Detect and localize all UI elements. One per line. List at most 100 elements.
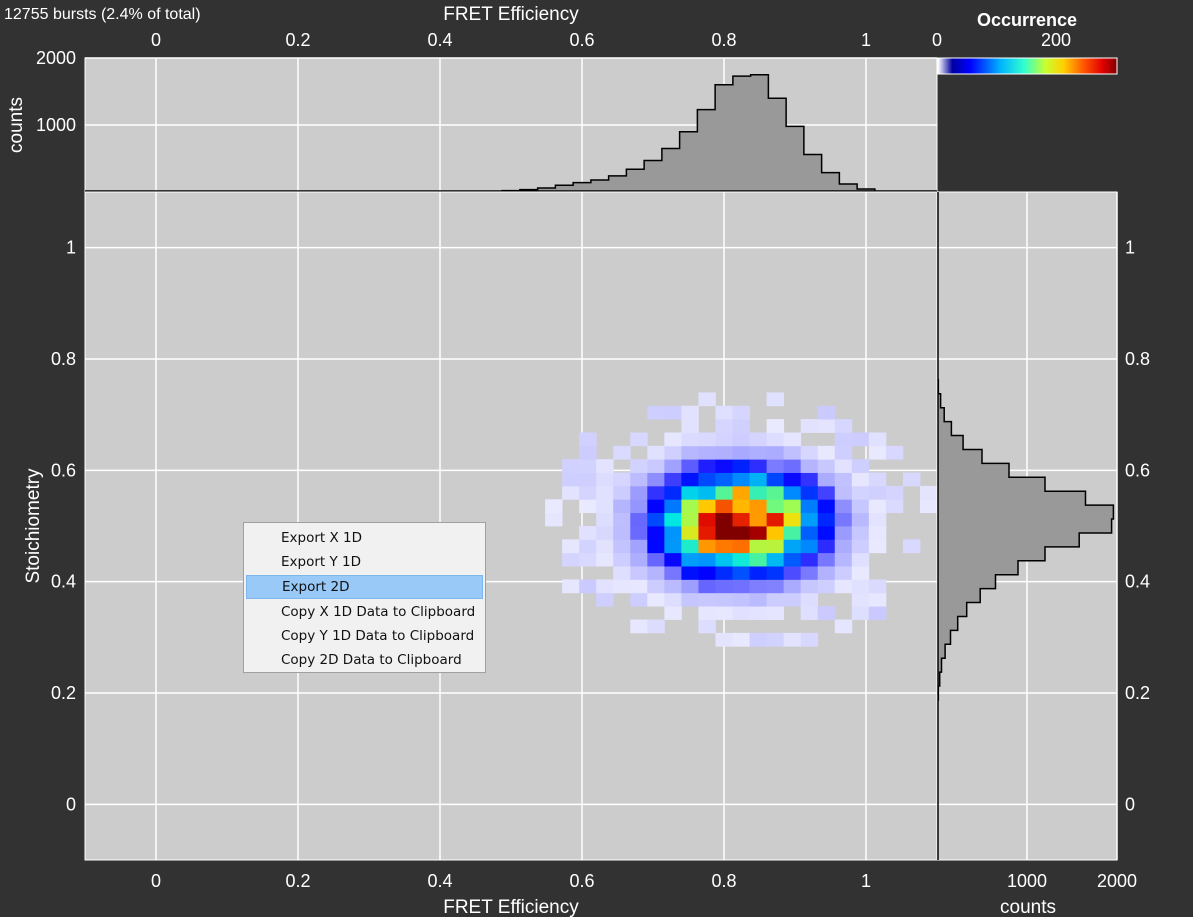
heatmap-cell [715,526,733,540]
heatmap-cell [681,579,699,594]
heatmap-cell [834,552,853,567]
heatmap-cell [562,459,580,473]
heatmap-cell [715,445,733,460]
heatmap-cell [732,445,750,460]
heatmap-cell [851,539,870,554]
heatmap-cell [647,579,665,594]
heatmap-cell [647,539,665,554]
heatmap-cell [664,526,682,540]
heatmap-cell [681,445,699,460]
heatmap-cell [715,419,733,433]
heatmap-cell [647,499,665,514]
heatmap-cell [834,445,853,460]
heatmap-cell [766,566,785,580]
heatmap-cell [715,485,733,500]
menu-export-y-1d[interactable]: Export Y 1D [281,554,362,570]
heatmap-cell [630,485,648,500]
heatmap-cell [766,512,785,527]
heatmap-cell [698,485,716,500]
heatmap-cell [681,539,699,554]
heatmap-cell [766,459,785,473]
heatmap-cell [698,432,716,447]
menu-export-x-1d[interactable]: Export X 1D [281,530,363,546]
heatmap-cell [681,485,699,500]
heatmap-cell [851,499,870,514]
heatmap-cell [868,592,887,607]
heatmap-cell [868,526,887,540]
heatmap-cell [817,512,836,527]
heatmap-cells [545,392,938,647]
heatmap-cell [851,472,870,487]
heatmap-cell [817,552,836,567]
heatmap-cell [851,459,870,473]
heatmap-cell [834,512,853,527]
heatmap-cell [715,432,733,447]
menu-copy-y-1d[interactable]: Copy Y 1D Data to Clipboard [281,628,475,644]
y-tick-label-left: 0.6 [51,460,76,480]
heatmap-cell [715,579,733,594]
heatmap-cell [732,419,750,433]
heatmap-cell [749,579,767,594]
heatmap-cell [749,632,767,647]
x-tick-label-top: 0.4 [427,30,452,50]
top-hist-ylabel: counts [6,97,27,153]
heatmap-cell [630,512,648,527]
heatmap-cell [868,499,887,514]
heatmap-cell [800,632,819,647]
heatmap-cell [698,539,716,554]
heatmap-cell [800,472,819,487]
heatmap-cell [613,566,631,580]
heatmap-cell [596,459,614,473]
heatmap-cell [698,552,716,567]
heatmap-cell [749,552,767,567]
heatmap-cell [834,419,853,433]
heatmap-cell [783,432,802,447]
heatmap-cell [800,592,819,607]
heatmap-cell [613,539,631,554]
heatmap-cell [800,459,819,473]
heatmap-cell [715,539,733,554]
heatmap-cell [562,552,580,567]
heatmap-cell [732,566,750,580]
heatmap-cell [647,526,665,540]
heatmap-cell [783,632,802,647]
heatmap-cell [817,485,836,500]
heatmap-cell [732,432,750,447]
heatmap-cell [579,472,597,487]
heatmap-cell [562,539,580,554]
heatmap-cell [664,405,682,420]
heatmap-cell [698,566,716,580]
heatmap-cell [664,552,682,567]
heatmap-cell [851,432,870,447]
heatmap-cell [834,472,853,487]
menu-copy-x-1d[interactable]: Copy X 1D Data to Clipboard [281,604,476,620]
heatmap-cell [664,566,682,580]
heatmap-cell [664,499,682,514]
heatmap-cell [579,485,597,500]
menu-export-2d[interactable]: Export 2D [246,575,483,599]
heatmap-cell [715,472,733,487]
heatmap-cell [834,432,853,447]
heatmap-cell [647,445,665,460]
heatmap-cell [715,552,733,567]
colorbar-title: Occurrence [977,10,1077,30]
heatmap-cell [834,539,853,554]
x-tick-label-top: 0.8 [711,30,736,50]
colorbar [937,57,1118,75]
heatmap-cell [817,472,836,487]
heatmap-cell [630,592,648,607]
heatmap-cell [664,472,682,487]
heatmap-cell [579,579,597,594]
heatmap-cell [766,485,785,500]
menu-copy-2d[interactable]: Copy 2D Data to Clipboard [281,652,462,668]
heatmap-cell [800,512,819,527]
heatmap-cell [851,566,870,580]
main-ylabel: Stoichiometry [23,468,44,584]
heatmap-cell [783,552,802,567]
heatmap-cell [664,512,682,527]
heatmap-cell [800,579,819,594]
x-tick-label-bottom: 0 [151,871,161,891]
heatmap-cell [545,512,563,527]
heatmap-cell [817,419,836,433]
heatmap-cell [732,592,750,607]
